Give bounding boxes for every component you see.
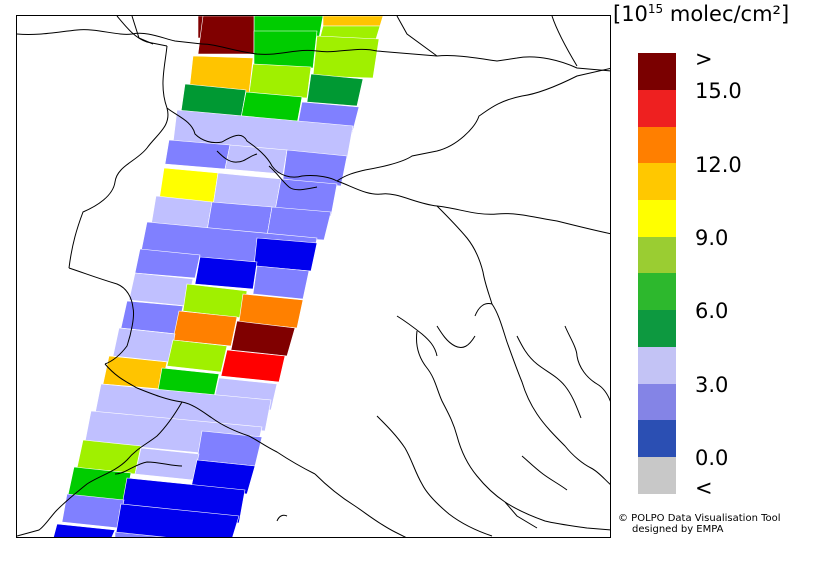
border-line xyxy=(68,267,134,365)
swath-pixel xyxy=(224,144,288,175)
border-line xyxy=(314,473,407,537)
colorbar-swatch xyxy=(638,310,676,347)
border-line xyxy=(116,16,168,47)
border-line xyxy=(491,303,610,485)
border-line xyxy=(504,501,610,531)
border-line xyxy=(474,303,493,317)
border-line xyxy=(216,150,258,163)
swath-pixel xyxy=(248,63,312,99)
colorbar-tick-label: < xyxy=(695,476,713,500)
satellite-swath xyxy=(53,16,384,537)
border-line xyxy=(564,325,578,357)
border-line xyxy=(114,461,183,475)
swath-pixel xyxy=(322,16,384,27)
border-line xyxy=(396,16,438,57)
colorbar-tick-label: 3.0 xyxy=(695,373,729,397)
swath-pixel xyxy=(194,256,258,290)
colorbar-swatch xyxy=(638,200,676,237)
swath-pixel xyxy=(266,206,332,241)
border-line xyxy=(436,325,476,349)
swath-pixel xyxy=(190,459,256,495)
swath-pixel xyxy=(134,248,201,279)
colorbar-swatch xyxy=(638,347,676,384)
swath-pixel xyxy=(112,327,176,363)
map-panel xyxy=(16,15,611,538)
swath-pixel xyxy=(128,272,194,307)
country-borders xyxy=(17,16,610,537)
border-line xyxy=(551,16,578,67)
colorbar-tick-label: > xyxy=(695,47,713,71)
colorbar-swatch xyxy=(638,457,676,494)
colorbar-swatch xyxy=(638,384,676,421)
colorbar-swatch xyxy=(638,273,676,310)
colorbar-swatch xyxy=(638,420,676,457)
swath-pixel xyxy=(166,339,228,373)
border-line xyxy=(576,355,610,402)
map-canvas xyxy=(17,16,610,537)
border-line xyxy=(276,514,288,522)
border-line xyxy=(17,29,203,45)
colorbar-tick-label: 0.0 xyxy=(695,446,729,470)
colorbar-swatch xyxy=(638,90,676,127)
colorbar-swatch xyxy=(638,237,676,274)
credit-line-1: © POLPO Data Visualisation Tool xyxy=(618,513,781,524)
colorbar-swatch xyxy=(638,53,676,90)
border-line xyxy=(336,67,610,182)
colorbar-tick-label: 9.0 xyxy=(695,226,729,250)
colorbar-unit-label: [1015 molec/cm²] xyxy=(613,2,790,26)
border-line xyxy=(376,415,493,537)
border-line xyxy=(268,165,318,191)
swath-pixel xyxy=(94,383,272,432)
border-line xyxy=(521,455,568,491)
swath-pixel xyxy=(230,320,296,357)
border-line xyxy=(436,205,493,305)
border-line xyxy=(201,43,610,72)
colorbar-swatch xyxy=(638,127,676,164)
swath-pixel xyxy=(53,523,116,537)
border-line xyxy=(131,16,154,45)
swath-pixel xyxy=(238,293,304,329)
credit-line-2: designed by EMPA xyxy=(632,524,724,535)
border-line xyxy=(68,45,169,269)
border-line xyxy=(104,363,316,475)
swath-pixel xyxy=(253,237,318,272)
colorbar-swatch xyxy=(638,163,676,200)
border-line xyxy=(336,180,610,235)
border-line xyxy=(504,501,538,529)
swath-pixel xyxy=(306,73,364,107)
border-line xyxy=(166,107,338,182)
colorbar-tick-label: 6.0 xyxy=(695,299,729,323)
swath-pixel xyxy=(220,349,286,383)
swath-pixel xyxy=(115,503,240,537)
swath-pixel xyxy=(312,35,380,79)
swath-pixel xyxy=(253,30,318,69)
colorbar-tick-label: 15.0 xyxy=(695,79,742,103)
swath-pixel xyxy=(114,531,167,537)
swath-pixel xyxy=(252,265,310,300)
swath-pixel xyxy=(172,310,238,347)
swath-pixel xyxy=(61,493,125,529)
border-line xyxy=(17,401,183,537)
border-line xyxy=(396,315,438,357)
border-line xyxy=(416,330,506,503)
border-line xyxy=(516,335,582,419)
colorbar-tick-label: 12.0 xyxy=(695,153,742,177)
